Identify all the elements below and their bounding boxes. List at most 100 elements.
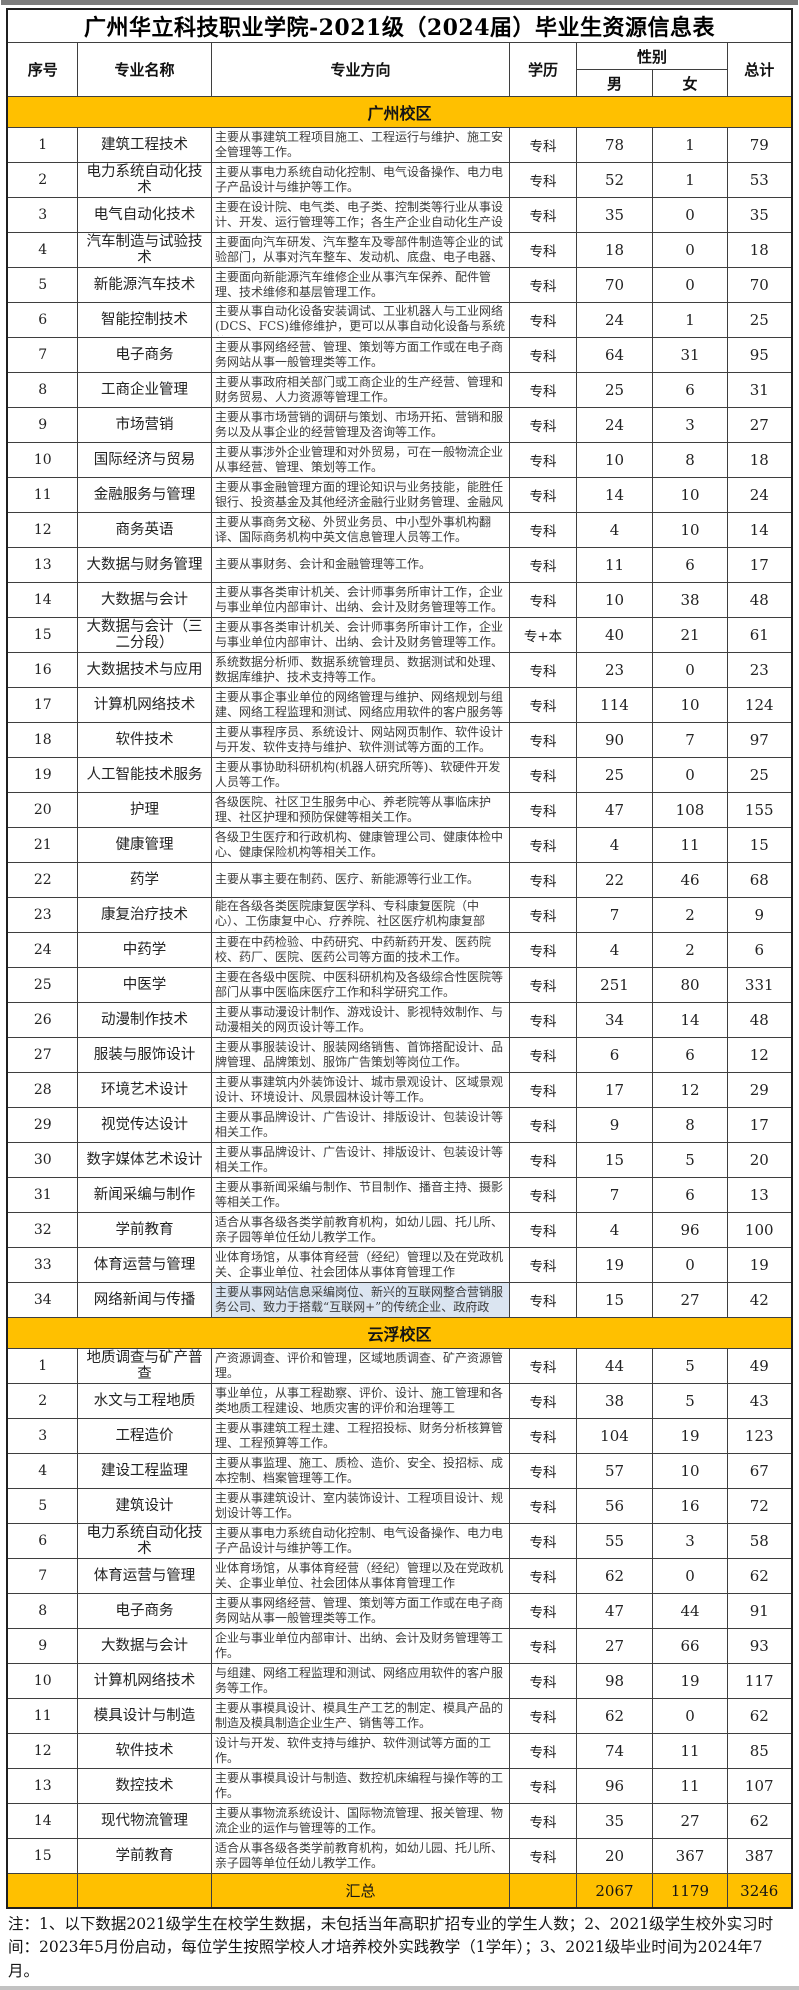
cell-total-count: 97 [726,722,793,758]
cell-female-count: 11 [651,1768,728,1804]
cell-major-name: 建筑设计 [76,1488,212,1524]
cell-no: 3 [6,1418,78,1454]
cell-female-count: 108 [651,792,728,828]
cell-level: 专科 [508,1177,577,1213]
table-row: 25 中医学 主要在各级中医院、中医科研机构及各级综合性医院等部门从事中医临床医疗工… [6,967,793,1003]
cell-major-name: 健康管理 [76,827,212,863]
cell-female-count: 0 [651,757,728,793]
table-row: 9 市场营销 主要从事市场营销的调研与策划、市场开拓、营销和服务以及从事企业的经营管… [6,407,793,443]
direction-text: 主要在设计院、电气类、电子类、控制类等行业从事设计、开发、运行管理等工作；各生产… [214,199,503,229]
cell-major-name: 现代物流管理 [76,1803,212,1839]
cell-no: 32 [6,1212,78,1248]
cell-level: 专科 [508,477,577,513]
cell-direction: 设计与开发、软件支持与维护、软件测试等方面的工作。 [210,1733,510,1769]
graduate-info-table: 广州华立科技职业学院-2021级（2024届）毕业生资源信息表 序号 专业名称 … [6,8,793,1909]
cell-major-name: 大数据与会计 [76,1628,212,1664]
col-header-female: 女 [651,69,728,97]
cell-direction: 适合从事各级各类学前教育机构，如幼儿园、托儿所、亲子园等单位任幼儿教学工作。 [210,1838,510,1874]
cell-level: 专科 [508,512,577,548]
cell-no: 16 [6,652,78,688]
cell-male-count: 15 [575,1282,653,1318]
cell-major-name: 学前教育 [76,1838,212,1874]
cell-direction: 主要从事服装设计、服装网络销售、首饰搭配设计、品牌管理、品牌策划、服饰广告策划等… [210,1037,510,1073]
cell-female-count: 0 [651,1558,728,1594]
cell-level: 专科 [508,1698,577,1734]
cell-total-count: 24 [726,477,793,513]
cell-male-count: 96 [575,1768,653,1804]
cell-male-count: 78 [575,127,653,163]
cell-direction: 主要从事主要在制药、医疗、新能源等行业工作。 [210,862,510,898]
cell-major-name: 护理 [76,792,212,828]
cell-total-count: 20 [726,1142,793,1178]
cell-total-count: 25 [726,757,793,793]
cell-total-count: 9 [726,897,793,933]
table-row: 14 现代物流管理 主要从事物流系统设计、国际物流管理、报关管理、物流企业的运作与管… [6,1803,793,1839]
cell-female-count: 0 [651,267,728,303]
cell-female-count: 0 [651,1698,728,1734]
direction-text: 主要从事监理、施工、质检、造价、安全、投招标、成本控制、档案管理等工作。 [214,1455,503,1485]
summary-empty-no [6,1873,78,1909]
cell-direction: 业体育场馆，从事体育经营（经纪）管理以及在党政机关、企事业单位、社会团体从事体育… [210,1247,510,1283]
cell-direction: 主要从事建筑设计、室内装饰设计、工程项目设计、规划设计等工作。 [210,1488,510,1524]
cell-no: 15 [6,617,78,653]
cell-major-name: 大数据与财务管理 [76,547,212,583]
cell-major-name: 数字媒体艺术设计 [76,1142,212,1178]
cell-direction: 主要从事协助科研机构(机器人研究所等)、软硬件开发人员等工作。 [210,757,510,793]
cell-male-count: 98 [575,1663,653,1699]
direction-text: 主要从事网站信息采编岗位、新兴的互联网整合营销服务公司、致力于搭载“互联网+”的… [214,1284,503,1314]
cell-level: 专科 [508,1247,577,1283]
direction-text: 主要从事品牌设计、广告设计、排版设计、包装设计等相关工作。 [214,1109,503,1139]
table-row: 22 药学 主要从事主要在制药、医疗、新能源等行业工作。 专科 22 46 68 [6,862,793,898]
cell-direction: 主要从事监理、施工、质检、造价、安全、投招标、成本控制、档案管理等工作。 [210,1453,510,1489]
direction-text: 事业单位，从事工程勘察、评价、设计、施工管理和各类地质工程建设、地质灾害的评价和… [214,1385,503,1415]
cell-direction: 主要从事政府相关部门或工商企业的生产经营、管理和财务贸易、人力资源等管理工作。 [210,372,510,408]
cell-total-count: 25 [726,302,793,338]
cell-major-name: 工程造价 [76,1418,212,1454]
cell-female-count: 367 [651,1838,728,1874]
cell-direction: 主要从事各类审计机关、会计师事务所审计工作，企业与事业单位内部审计、出纳、会计及… [210,582,510,618]
cell-total-count: 107 [726,1768,793,1804]
cell-total-count: 79 [726,127,793,163]
cell-major-name: 汽车制造与试验技术 [76,232,212,268]
cell-total-count: 91 [726,1593,793,1629]
table-row: 20 护理 各级医院、社区卫生服务中心、养老院等从事临床护理、社区护理和预防保健等相… [6,792,793,828]
cell-level: 专科 [508,967,577,1003]
cell-male-count: 57 [575,1453,653,1489]
cell-level: 专科 [508,1072,577,1108]
cell-major-name: 中医学 [76,967,212,1003]
cell-major-name: 动漫制作技术 [76,1002,212,1038]
cell-male-count: 15 [575,1142,653,1178]
cell-level: 专科 [508,757,577,793]
cell-female-count: 19 [651,1418,728,1454]
cell-direction: 主要从事模具设计、模具生产工艺的制定、模具产品的制造及模具制造企业生产、销售等工… [210,1698,510,1734]
cell-major-name: 金融服务与管理 [76,477,212,513]
cell-no: 11 [6,477,78,513]
cell-male-count: 35 [575,1803,653,1839]
cell-total-count: 387 [726,1838,793,1874]
direction-text: 主要从事品牌设计、广告设计、排版设计、包装设计等相关工作。 [214,1144,503,1174]
cell-no: 31 [6,1177,78,1213]
cell-no: 2 [6,162,78,198]
direction-text: 与组建、网络工程监理和测试、网络应用软件的客户服务等工作。 [214,1665,503,1695]
cell-male-count: 52 [575,162,653,198]
table-row: 1 地质调查与矿产普查 产资源调查、评价和管理，区域地质调查、矿产资源管理。 专科 44… [6,1348,793,1384]
direction-text: 主要从事新闻采编与制作、节目制作、播音主持、摄影等相关工作。 [214,1179,503,1209]
cell-level: 专科 [508,547,577,583]
section-header-label: 云浮校区 [6,1317,793,1349]
direction-text: 主要在各级中医院、中医科研机构及各级综合性医院等部门从事中医临床医疗工作和科学研… [214,969,503,999]
cell-female-count: 46 [651,862,728,898]
cell-no: 3 [6,197,78,233]
cell-major-name: 大数据与会计 [76,582,212,618]
cell-no: 12 [6,512,78,548]
direction-text: 主要从事各类审计机关、会计师事务所审计工作，企业与事业单位内部审计、出纳、会计及… [214,584,503,614]
cell-male-count: 22 [575,862,653,898]
cell-male-count: 25 [575,757,653,793]
cell-total-count: 17 [726,547,793,583]
cell-major-name: 康复治疗技术 [76,897,212,933]
direction-text: 主要从事物流系统设计、国际物流管理、报关管理、物流企业的运作与管理等的工作。 [214,1805,503,1835]
cell-total-count: 62 [726,1558,793,1594]
cell-major-name: 中药学 [76,932,212,968]
cell-direction: 主要从事市场营销的调研与策划、市场开拓、营销和服务以及从事企业的经营管理及咨询等… [210,407,510,443]
cell-no: 13 [6,547,78,583]
cell-direction: 能在各级各类医院康复医学科、专科康复医院（中心）、工伤康复中心、疗养院、社区医疗… [210,897,510,933]
